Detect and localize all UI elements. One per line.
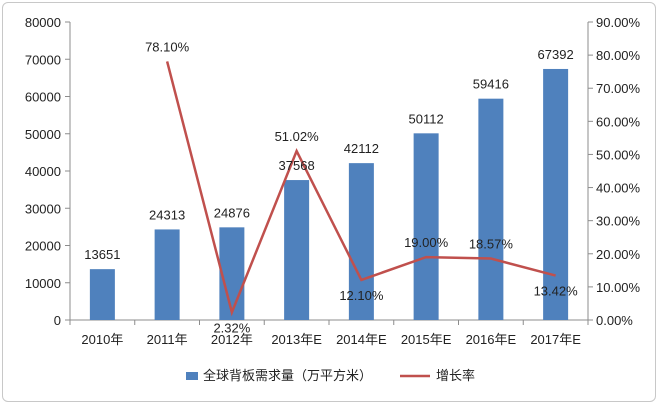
bar	[348, 163, 374, 320]
x-tick-label: 2017年E	[530, 332, 581, 347]
growth-value-label: 13.42%	[534, 284, 579, 299]
right-tick-label: 90.00%	[596, 15, 641, 30]
x-tick-label: 2010年	[81, 332, 123, 347]
bar	[154, 229, 180, 320]
x-tick-label: 2014年E	[336, 332, 387, 347]
bar	[413, 133, 439, 320]
axes-layer: 0 10000 20000 30000 40000 50000 60000 70000 8000…	[25, 15, 641, 347]
legend: 全球背板需求量（万平方米） 增长率	[186, 368, 475, 383]
left-tick-label: 40000	[25, 164, 61, 179]
growth-rate-line	[165, 61, 556, 317]
x-tick-label: 2012年	[211, 332, 253, 347]
right-tick-label: 80.00%	[596, 48, 641, 63]
bar	[219, 227, 245, 320]
left-tick-label: 70000	[25, 52, 61, 67]
growth-value-label: 18.57%	[469, 237, 514, 252]
data-labels-layer: 13651 24313 24876 37568 42112 50112 59416 67392…	[84, 39, 578, 335]
x-tick-label: 2011年	[147, 332, 188, 347]
bar-value-label: 67392	[538, 47, 574, 62]
legend-bar-swatch	[186, 372, 198, 380]
growth-value-label: 51.02%	[275, 129, 320, 144]
right-tick-label: 40.00%	[596, 181, 641, 196]
left-tick-label: 50000	[25, 127, 61, 142]
right-tick-label: 60.00%	[596, 114, 641, 129]
bar	[478, 98, 504, 320]
bar-value-label: 37568	[279, 158, 315, 173]
x-tick-label: 2013年E	[271, 332, 322, 347]
legend-bar-label: 全球背板需求量（万平方米）	[203, 368, 372, 383]
growth-value-label: 78.10%	[145, 39, 190, 54]
bar-value-label: 59416	[473, 77, 509, 92]
right-tick-label: 50.00%	[596, 147, 641, 162]
bars-layer	[89, 68, 569, 320]
bar-value-label: 24876	[214, 205, 250, 220]
bar	[89, 269, 115, 320]
x-tick-label: 2015年E	[401, 332, 452, 347]
growth-line-layer	[165, 61, 556, 317]
left-tick-label: 0	[54, 313, 61, 328]
bar-value-label: 50112	[409, 111, 444, 126]
left-tick-label: 20000	[25, 239, 61, 254]
legend-line-label: 增长率	[436, 368, 475, 383]
bar-value-label: 42112	[344, 141, 379, 156]
right-tick-label: 70.00%	[596, 81, 641, 96]
x-tick-label: 2016年E	[466, 332, 517, 347]
bar-value-label: 24313	[149, 207, 185, 222]
left-tick-label: 60000	[25, 90, 61, 105]
right-tick-label: 30.00%	[596, 214, 641, 229]
right-tick-label: 20.00%	[596, 247, 641, 262]
bar-value-label: 13651	[84, 247, 120, 262]
left-tick-label: 80000	[25, 15, 61, 30]
right-tick-label: 10.00%	[596, 280, 641, 295]
growth-value-label: 12.10%	[339, 288, 384, 303]
growth-value-label: 19.00%	[404, 235, 449, 250]
right-tick-label: 0.00%	[596, 313, 633, 328]
left-tick-label: 10000	[25, 276, 61, 291]
left-tick-label: 30000	[25, 201, 61, 216]
bar	[543, 68, 569, 320]
bar	[284, 180, 310, 320]
growth-value-label: 2.32%	[213, 320, 250, 335]
